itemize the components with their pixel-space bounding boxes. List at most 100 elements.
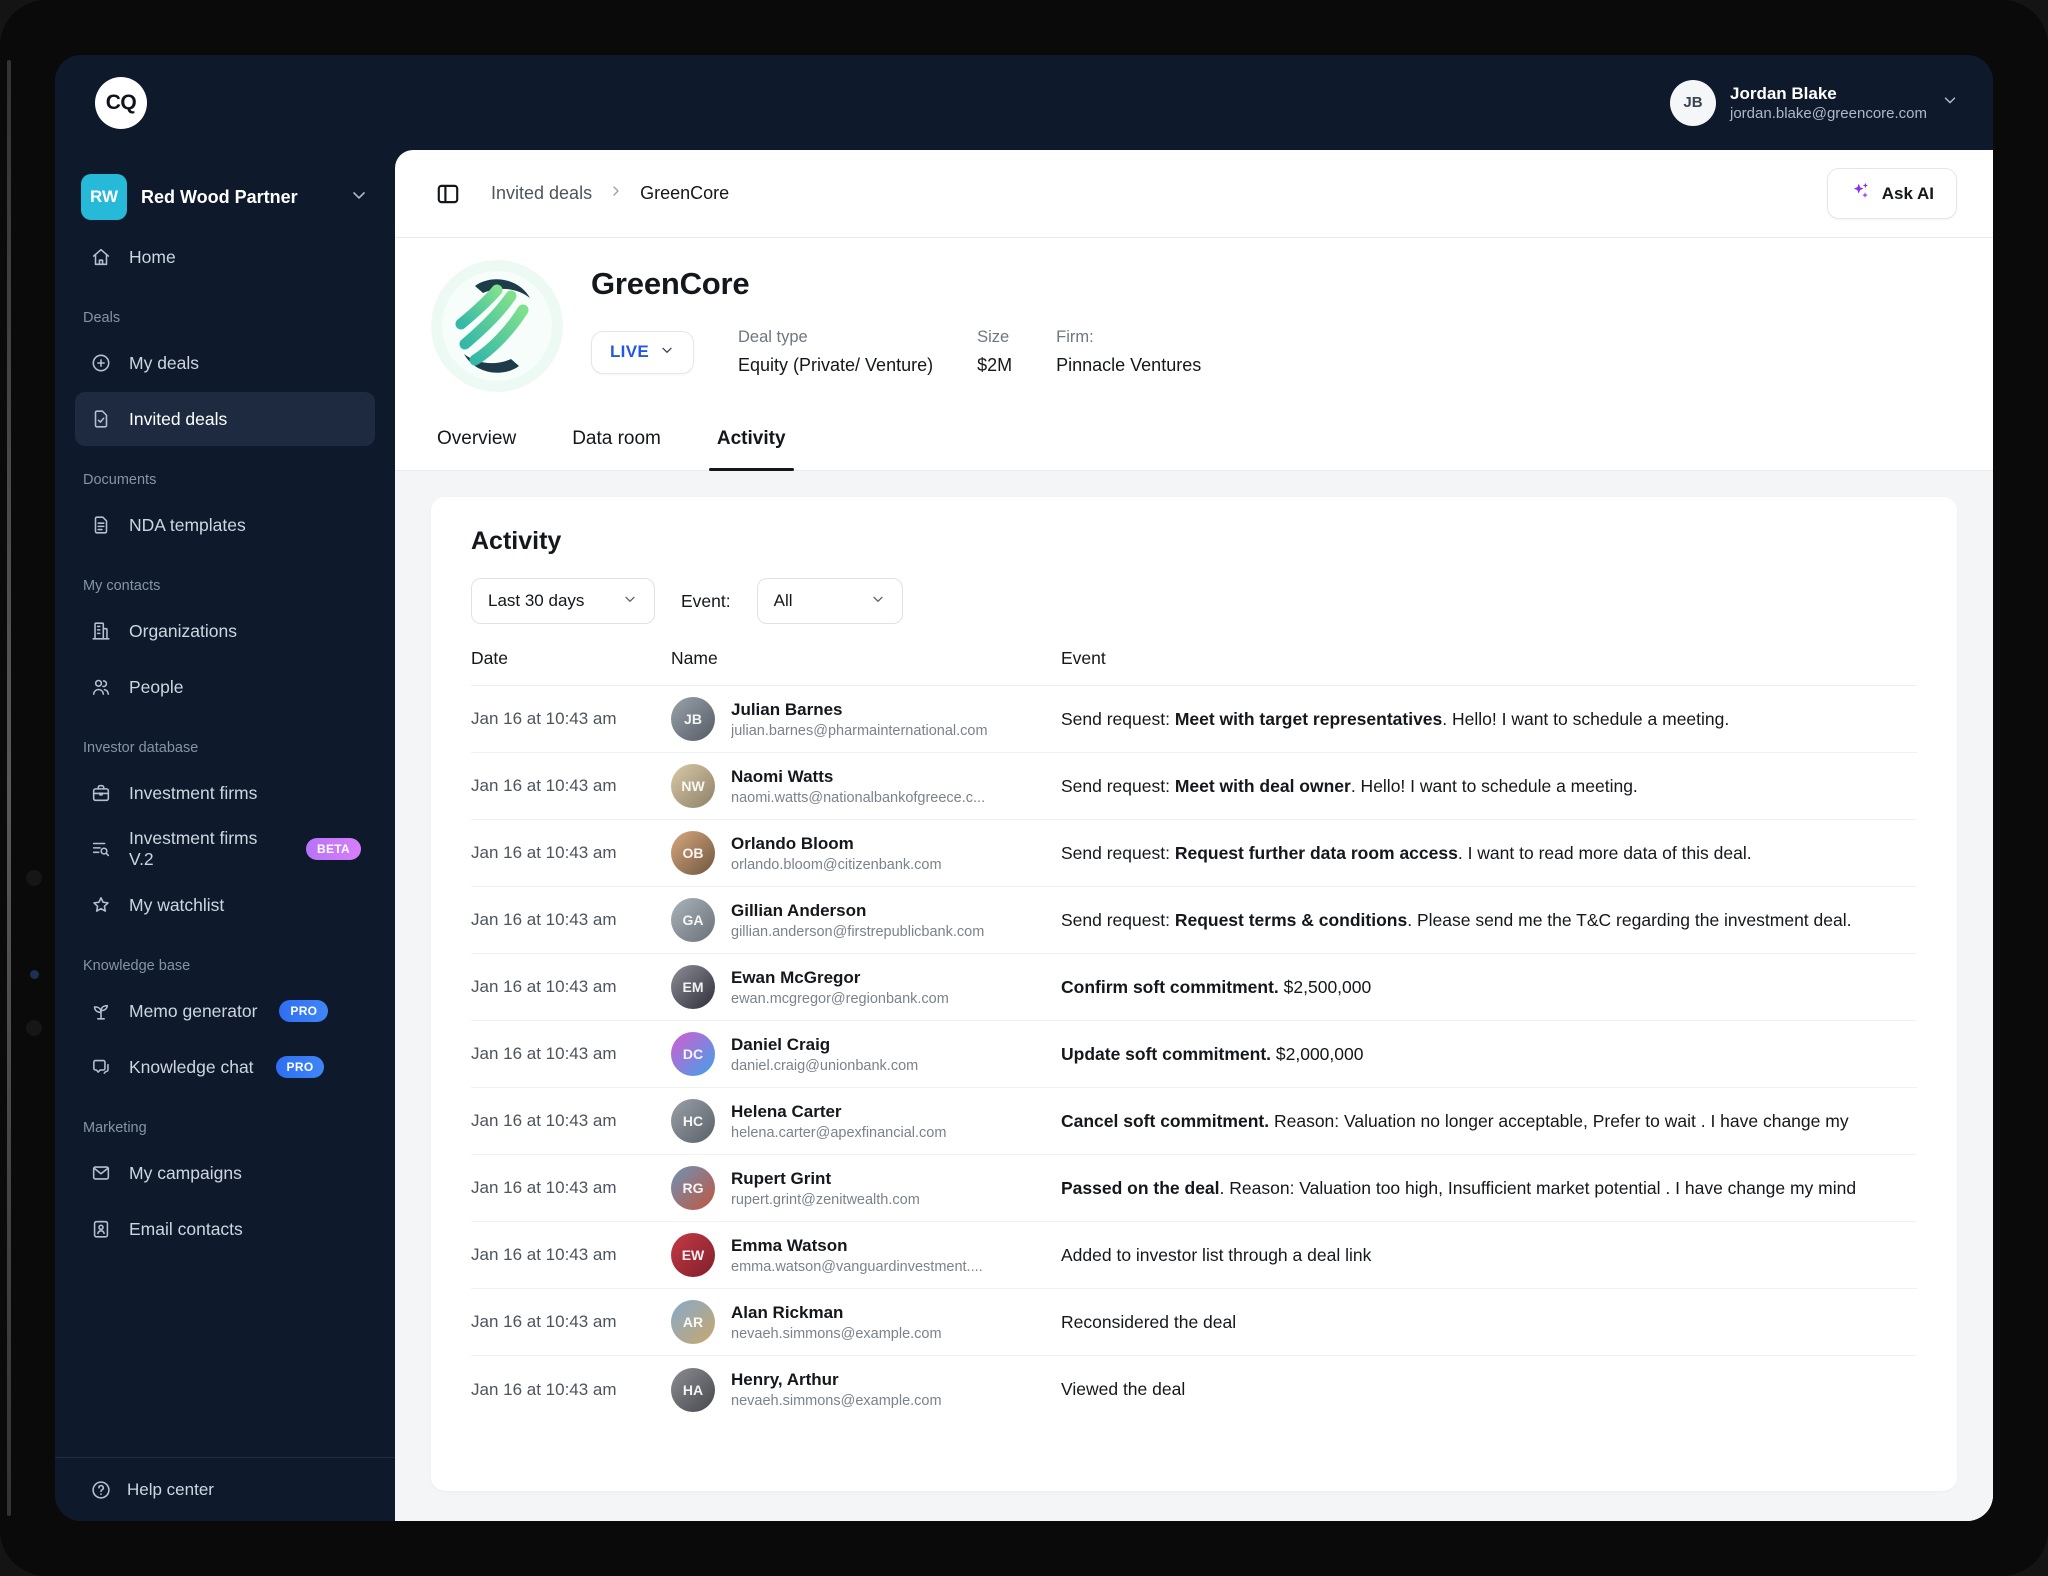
sidebar-item-nda-templates[interactable]: NDA templates — [75, 498, 375, 552]
sidebar-section-label: Investor database — [83, 740, 199, 756]
tab-data-room[interactable]: Data room — [572, 428, 661, 449]
table-row: Jan 16 at 10:43 am OB Orlando Bloom orlando… — [471, 820, 1917, 887]
tab-bar: Overview Data room Activity — [395, 416, 1993, 471]
list-search-icon — [89, 837, 113, 861]
tab-activity[interactable]: Activity — [708, 416, 794, 471]
sidebar-toggle-icon[interactable] — [431, 177, 465, 211]
ask-ai-button[interactable]: Ask AI — [1826, 168, 1957, 219]
table-row: Jan 16 at 10:43 am GA Gillian Anderson gill… — [471, 887, 1917, 954]
pro-badge: PRO — [275, 1056, 325, 1078]
table-row: Jan 16 at 10:43 am HA Henry, Arthur nevaeh.… — [471, 1356, 1917, 1423]
sidebar-section-label: Knowledge base — [83, 958, 191, 974]
sidebar-item-people[interactable]: People — [75, 660, 375, 714]
contact-name: Alan Rickman — [731, 1302, 844, 1322]
sidebar-item-my-campaigns[interactable]: My campaigns — [75, 1146, 375, 1200]
sidebar-item-label: Invited deals — [129, 408, 228, 429]
main-panel: Invited deals GreenCore Ask AI — [395, 150, 1993, 1521]
table-row: Jan 16 at 10:43 am HC Helena Carter helena.… — [471, 1088, 1917, 1155]
row-date: Jan 16 at 10:43 am — [471, 1178, 617, 1197]
table-header: Date Name Event — [471, 648, 1917, 686]
row-event: Viewed the deal — [1061, 1379, 1186, 1399]
topbar: CQ JB Jordan Blake jordan.blake@greencor… — [55, 55, 1993, 150]
sidebar-item-home[interactable]: Home — [75, 230, 375, 284]
sidebar-section-label: Documents — [83, 472, 157, 488]
row-name-cell: RG Rupert Grint rupert.grint@zenitwealth.c… — [671, 1166, 1061, 1210]
tab-content: Activity Last 30 days Event: All — [395, 471, 1993, 1521]
breadcrumb-bar: Invited deals GreenCore Ask AI — [395, 150, 1993, 238]
sidebar-item-investment-firms[interactable]: Investment firms — [75, 766, 375, 820]
status-badge: LIVE — [610, 342, 649, 361]
sidebar-item-organizations[interactable]: Organizations — [75, 604, 375, 658]
contact-name: Henry, Arthur — [731, 1370, 839, 1389]
avatar: EW — [671, 1233, 715, 1277]
sidebar-item-knowledge-chat[interactable]: Knowledge chat PRO — [75, 1040, 375, 1094]
contact-email: nevaeh.simmons@example.com — [731, 1393, 942, 1409]
document-icon — [89, 513, 113, 537]
workspace-switcher[interactable]: RW Red Wood Partner — [75, 166, 375, 228]
sidebar-item-email-contacts[interactable]: Email contacts — [75, 1202, 375, 1256]
sidebar-item-my-watchlist[interactable]: My watchlist — [75, 878, 375, 932]
chevron-down-icon — [659, 342, 675, 363]
sidebar-item-my-deals[interactable]: My deals — [75, 336, 375, 390]
pro-badge: PRO — [279, 1000, 329, 1022]
chevron-right-icon — [608, 183, 624, 204]
date-range-value: Last 30 days — [488, 591, 585, 610]
field-label: Deal type — [738, 328, 808, 346]
activity-card: Activity Last 30 days Event: All — [431, 497, 1957, 1491]
user-menu[interactable]: JB Jordan Blake jordan.blake@greencore.c… — [1670, 79, 1959, 126]
sidebar-section-label: Marketing — [83, 1120, 147, 1136]
invited-deals-icon — [89, 407, 113, 431]
avatar: JB — [1670, 79, 1716, 126]
deal-header: GreenCore LIVE Deal type Equity (Private… — [395, 238, 1993, 392]
beta-badge: BETA — [306, 838, 361, 860]
sidebar-item-label: Memo generator — [129, 1000, 258, 1021]
row-event: Update soft commitment. $2,000,000 — [1061, 1043, 1364, 1064]
row-date: Jan 16 at 10:43 am — [471, 709, 617, 728]
app-window: CQ JB Jordan Blake jordan.blake@greencor… — [55, 55, 1993, 1521]
sidebar-item-invited-deals[interactable]: Invited deals — [75, 392, 375, 446]
contact-name: Helena Carter — [731, 1101, 842, 1121]
event-select[interactable]: All — [756, 578, 903, 624]
sidebar-item-label: Home — [129, 246, 176, 267]
contact-name: Daniel Craig — [731, 1034, 831, 1054]
contact-email: gillian.anderson@firstrepublicbank.com — [731, 923, 985, 940]
contact-email: emma.watson@vanguardinvestment.... — [731, 1258, 983, 1275]
activity-table-body: Jan 16 at 10:43 am JB Julian Barnes julian.… — [471, 686, 1917, 1423]
deal-logo — [431, 260, 563, 392]
deal-type-field: Deal type Equity (Private/ Venture) — [738, 328, 933, 376]
sidebar-item-investment-firms-v2[interactable]: Investment firms V.2 BETA — [75, 822, 375, 876]
breadcrumb-invited-deals[interactable]: Invited deals — [491, 183, 593, 203]
date-range-select[interactable]: Last 30 days — [471, 578, 655, 624]
row-name-cell: HA Henry, Arthur nevaeh.simmons@example.co… — [671, 1367, 1061, 1412]
sidebar-item-help-center[interactable]: Help center — [55, 1457, 395, 1521]
avatar: AR — [671, 1300, 715, 1344]
star-icon — [89, 893, 113, 917]
people-icon — [89, 675, 113, 699]
side-camera-dot — [26, 1020, 42, 1036]
field-label: Size — [977, 328, 1010, 346]
table-row: Jan 16 at 10:43 am DC Daniel Craig daniel.c… — [471, 1021, 1917, 1088]
workspace-badge: RW — [81, 174, 127, 220]
row-date: Jan 16 at 10:43 am — [471, 1111, 617, 1130]
row-name-cell: HC Helena Carter helena.carter@apexfinanci… — [671, 1099, 1061, 1143]
avatar: DC — [671, 1032, 715, 1076]
sidebar-item-label: My deals — [129, 352, 200, 373]
home-icon — [89, 245, 113, 269]
row-date: Jan 16 at 10:43 am — [471, 1312, 617, 1331]
contact-email: helena.carter@apexfinancial.com — [731, 1124, 947, 1141]
table-row: Jan 16 at 10:43 am EM Ewan McGregor ewan.mc… — [471, 954, 1917, 1021]
sidebar-item-memo-generator[interactable]: Memo generator PRO — [75, 984, 375, 1038]
contact-name: Ewan McGregor — [731, 967, 861, 987]
sprout-icon — [89, 999, 113, 1023]
contact-email: ewan.mcgregor@regionbank.com — [731, 990, 949, 1007]
chevron-down-icon — [622, 591, 638, 612]
mail-icon — [89, 1161, 113, 1185]
avatar: RG — [671, 1166, 715, 1210]
user-name: Jordan Blake — [1730, 84, 1837, 104]
breadcrumb: Invited deals GreenCore — [491, 183, 729, 204]
deal-status-dropdown[interactable]: LIVE — [591, 330, 694, 374]
deal-size-field: Size $2M — [977, 328, 1012, 376]
tab-overview[interactable]: Overview — [437, 428, 517, 449]
chevron-down-icon — [349, 185, 369, 210]
activity-title: Activity — [471, 527, 562, 555]
